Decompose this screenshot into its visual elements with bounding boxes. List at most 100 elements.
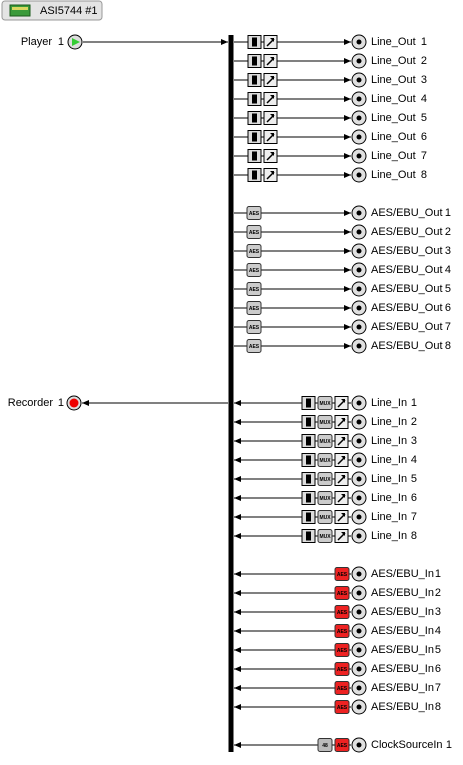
port-dot xyxy=(356,343,362,349)
port-index: 8 xyxy=(411,530,417,542)
port-dot xyxy=(356,229,362,235)
mux-label: MUX xyxy=(319,458,331,464)
meter-tip xyxy=(270,114,274,118)
port-name: Line_In xyxy=(371,492,407,504)
aes-icon xyxy=(334,586,350,600)
port-name: Line_In xyxy=(371,511,407,523)
meter-tip xyxy=(270,57,274,61)
port-name: Line_In xyxy=(371,416,407,428)
aes-label: AES xyxy=(337,705,348,711)
port-index: 6 xyxy=(435,663,441,675)
port-name: Line_Out xyxy=(371,74,416,86)
card-icon xyxy=(9,4,31,17)
volume-knob xyxy=(252,151,257,161)
port-index: 4 xyxy=(435,625,441,637)
aes-label: AES xyxy=(249,249,260,255)
port-dot xyxy=(356,172,362,178)
clock-icon xyxy=(317,738,333,752)
port-dot xyxy=(356,134,362,140)
port-name: AES/EBU_In xyxy=(371,625,434,637)
port-index: 5 xyxy=(435,644,441,656)
aes-label: AES xyxy=(249,230,260,236)
mux-icon xyxy=(317,415,333,429)
player-play xyxy=(72,38,80,46)
aes-label: AES xyxy=(337,591,348,597)
port-name: Line_Out xyxy=(371,112,416,124)
aes-icon xyxy=(334,624,350,638)
card-chip xyxy=(12,7,28,10)
mux-icon xyxy=(317,491,333,505)
port-name: AES/EBU_In xyxy=(371,701,434,713)
port-dot xyxy=(356,400,362,406)
port-index: 8 xyxy=(435,701,441,713)
aes-label: AES xyxy=(337,629,348,635)
volume-knob xyxy=(306,398,311,408)
port-dot xyxy=(356,647,362,653)
meter-tip xyxy=(270,171,274,175)
port-name: AES/EBU_In xyxy=(371,587,434,599)
port-index: 6 xyxy=(421,131,427,143)
port-index: 6 xyxy=(411,492,417,504)
aes-label: AES xyxy=(337,686,348,692)
port-dot xyxy=(356,153,362,159)
port-name: AES/EBU_In xyxy=(371,568,434,580)
port-name: Line_In xyxy=(371,473,407,485)
port-index: 3 xyxy=(421,74,427,86)
port-index: 6 xyxy=(445,302,451,314)
port-index: 8 xyxy=(445,340,451,352)
mux-label: MUX xyxy=(319,420,331,426)
aes-icon xyxy=(246,339,262,353)
port-dot xyxy=(356,704,362,710)
adapter-button[interactable]: ASI5744 #1 xyxy=(1,0,103,21)
port-name: AES/EBU_In xyxy=(371,644,434,656)
port-name: AES/EBU_Out xyxy=(371,283,443,295)
port-name: Line_Out xyxy=(371,36,416,48)
mux-icon xyxy=(317,396,333,410)
recorder-index: 1 xyxy=(58,397,64,409)
port-name: Line_Out xyxy=(371,131,416,143)
port-name: AES/EBU_Out xyxy=(371,321,443,333)
port-name: AES/EBU_Out xyxy=(371,226,443,238)
port-dot xyxy=(356,39,362,45)
port-dot xyxy=(356,571,362,577)
port-name: Line_In xyxy=(371,530,407,542)
volume-knob xyxy=(252,170,257,180)
aes-icon xyxy=(246,263,262,277)
port-name: Line_In xyxy=(371,397,407,409)
port-dot xyxy=(356,514,362,520)
mux-label: MUX xyxy=(319,534,331,540)
aes-icon xyxy=(246,225,262,239)
port-dot xyxy=(356,438,362,444)
aes-icon xyxy=(334,681,350,695)
meter-tip xyxy=(270,38,274,42)
volume-knob xyxy=(252,113,257,123)
port-dot xyxy=(356,666,362,672)
volume-knob xyxy=(306,531,311,541)
volume-knob xyxy=(306,474,311,484)
aes-label: AES xyxy=(337,572,348,578)
port-name: AES/EBU_Out xyxy=(371,340,443,352)
meter-tip xyxy=(270,95,274,99)
aes-label: AES xyxy=(249,287,260,293)
volume-knob xyxy=(306,436,311,446)
mux-label: MUX xyxy=(319,401,331,407)
port-dot xyxy=(356,609,362,615)
recorder-name: Recorder xyxy=(8,397,54,409)
port-dot xyxy=(356,476,362,482)
meter-tip xyxy=(270,76,274,80)
aes-icon xyxy=(246,282,262,296)
port-index: 4 xyxy=(421,93,427,105)
port-name: Line_In xyxy=(371,435,407,447)
meter-tip xyxy=(270,152,274,156)
aes-icon xyxy=(246,244,262,258)
aes-label: AES xyxy=(249,344,260,350)
port-name: Line_Out xyxy=(371,55,416,67)
aes-icon xyxy=(334,605,350,619)
aes-icon xyxy=(334,643,350,657)
port-index: 5 xyxy=(411,473,417,485)
meter-tip xyxy=(341,494,345,498)
port-dot xyxy=(356,305,362,311)
aes-icon xyxy=(246,320,262,334)
mux-label: MUX xyxy=(319,439,331,445)
aes-label: AES xyxy=(249,306,260,312)
